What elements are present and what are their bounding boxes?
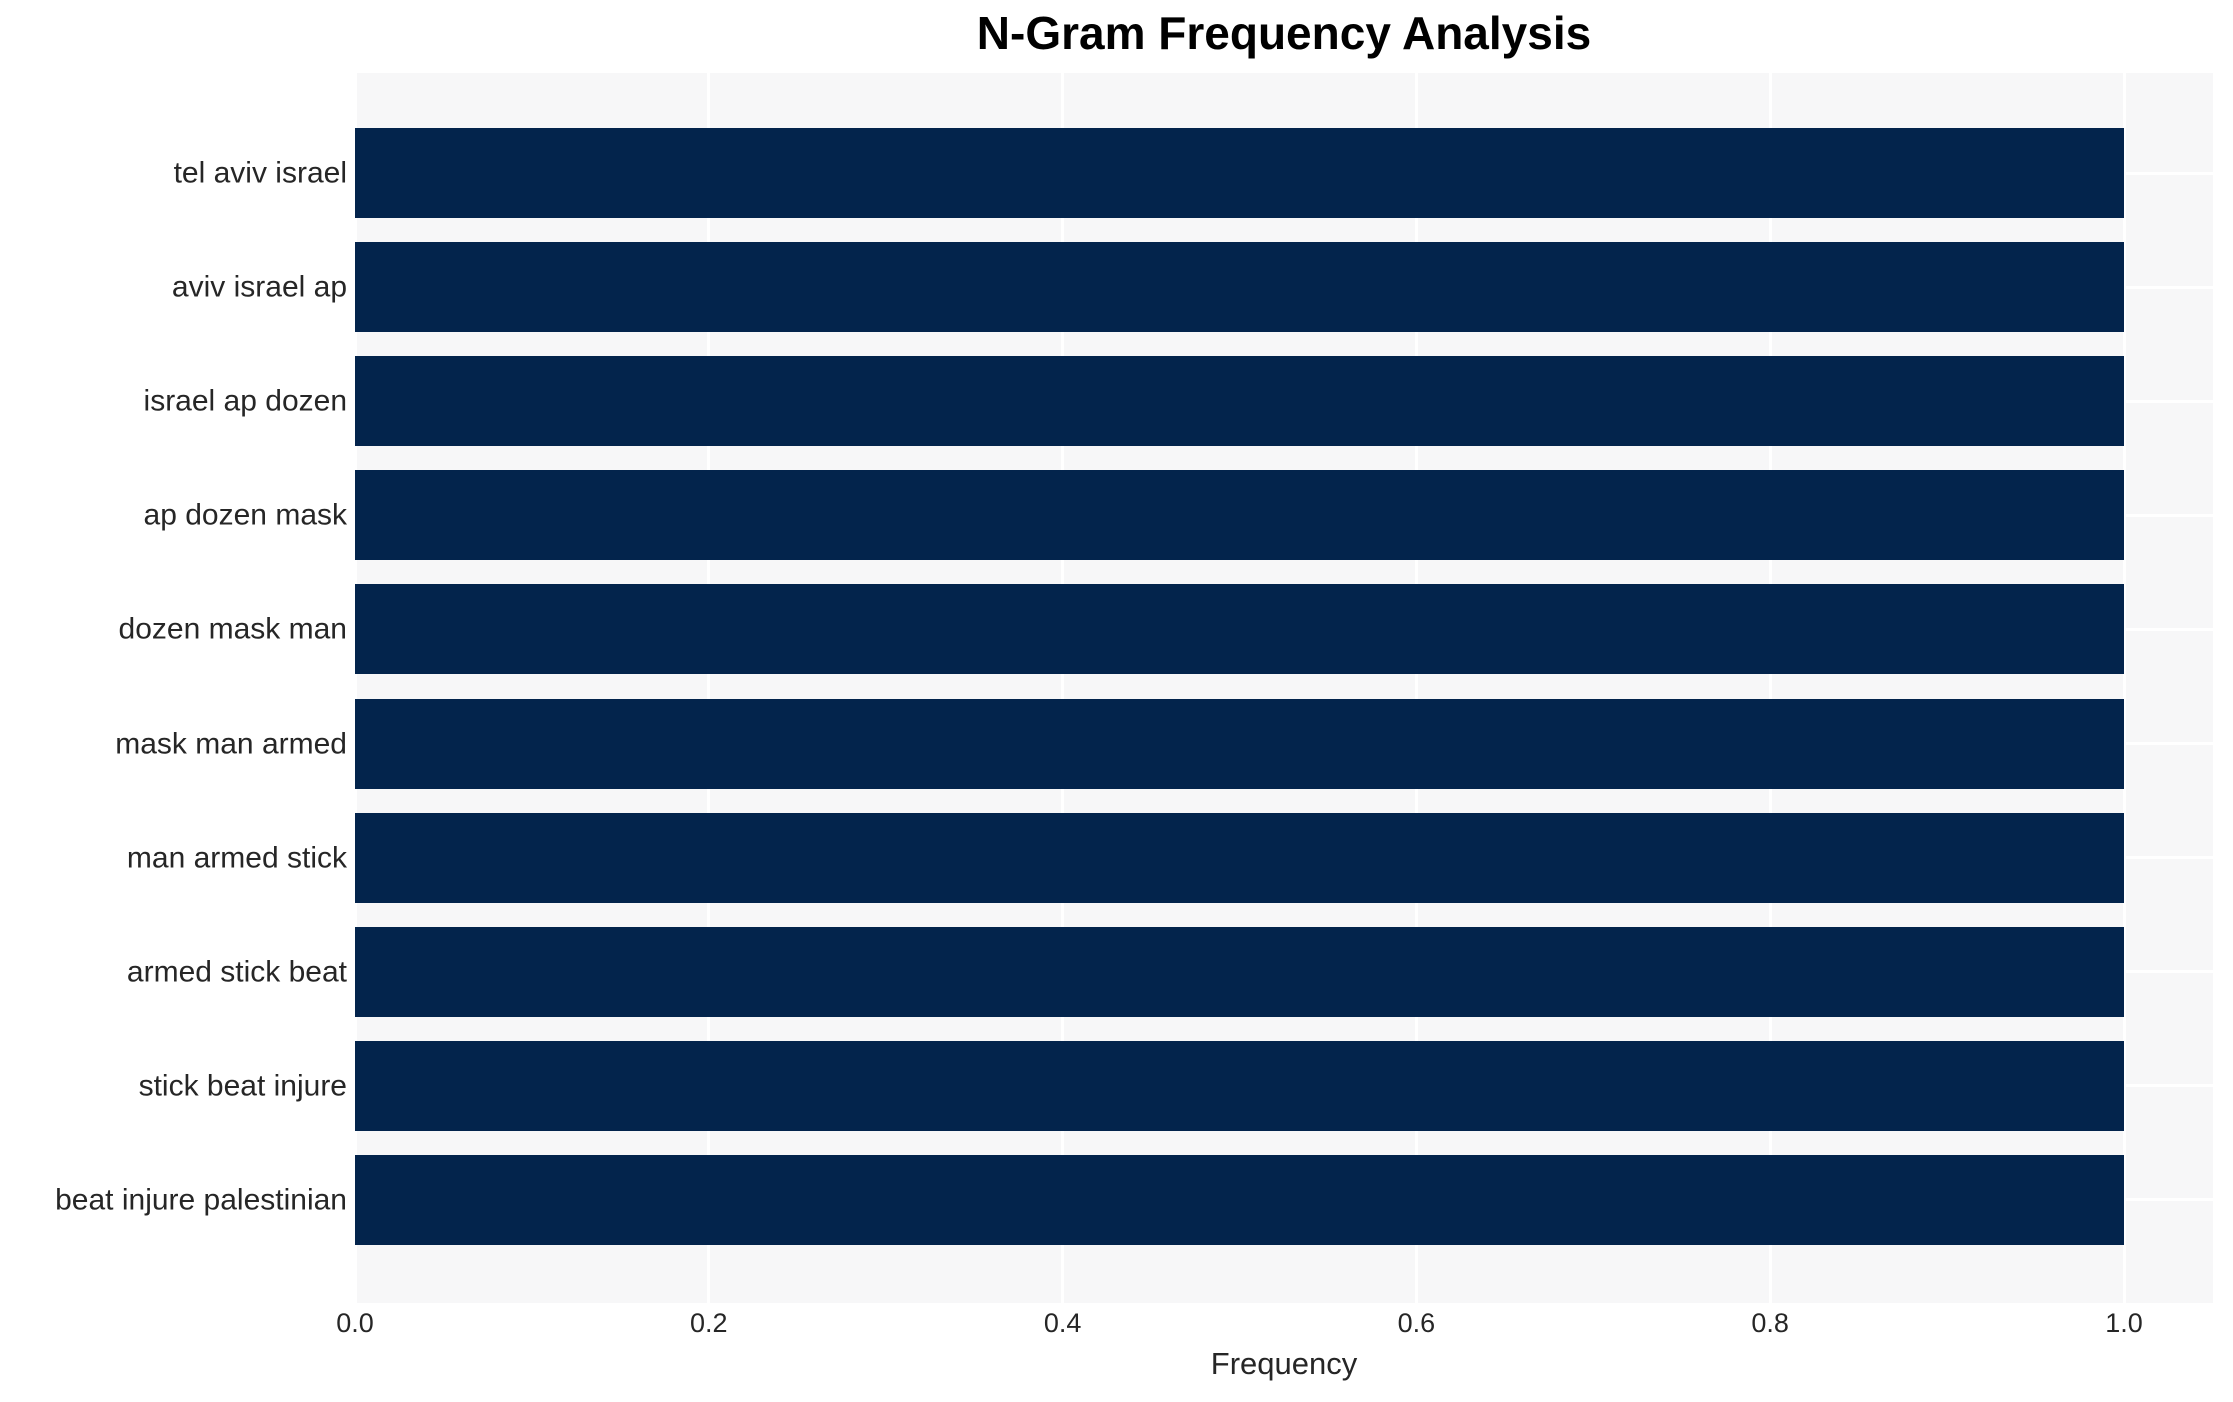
- bar: [355, 1040, 2124, 1131]
- bar: [355, 128, 2124, 218]
- bar: [355, 356, 2124, 447]
- x-gridline: [2122, 73, 2126, 1303]
- bar: [355, 242, 2124, 333]
- x-tick-label: 0.8: [1751, 1308, 1789, 1338]
- x-tick-label: 0.2: [690, 1308, 728, 1338]
- x-gridline: [707, 73, 711, 1303]
- x-gridline: [1414, 73, 1418, 1303]
- y-tick-label: israel ap dozen: [143, 384, 347, 418]
- y-tick-label: armed stick beat: [126, 955, 347, 989]
- y-tick-label: tel aviv israel: [173, 156, 347, 190]
- bar: [355, 812, 2124, 903]
- bar: [355, 584, 2124, 675]
- x-gridline: [355, 73, 357, 1303]
- y-tick-label: stick beat injure: [138, 1069, 347, 1103]
- plot-area: [355, 73, 2213, 1303]
- x-axis-title: Frequency: [1210, 1346, 1358, 1381]
- x-gridline: [1061, 73, 1065, 1303]
- x-gridline: [1768, 73, 1772, 1303]
- y-tick-label: dozen mask man: [118, 612, 347, 646]
- x-tick-label: 0.4: [1043, 1308, 1082, 1338]
- bar: [355, 470, 2124, 561]
- chart-title: N-Gram Frequency Analysis: [976, 7, 1592, 59]
- bar: [355, 1154, 2124, 1245]
- y-tick-label: ap dozen mask: [143, 498, 347, 532]
- x-tick-label: 0.0: [336, 1308, 374, 1338]
- y-tick-label: beat injure palestinian: [55, 1183, 347, 1217]
- bar: [355, 926, 2124, 1017]
- y-tick-label: aviv israel ap: [171, 270, 347, 304]
- x-axis-ticks: 0.0 0.2 0.4 0.6 0.8 1.0: [0, 1308, 2233, 1348]
- bar: [355, 698, 2124, 789]
- x-tick-label: 0.6: [1397, 1308, 1436, 1338]
- y-tick-label: mask man armed: [115, 727, 347, 760]
- y-tick-label: man armed stick: [126, 841, 347, 875]
- y-axis-labels: tel aviv israel aviv israel ap israel ap d…: [0, 0, 347, 1402]
- x-tick-label: 1.0: [2105, 1308, 2143, 1338]
